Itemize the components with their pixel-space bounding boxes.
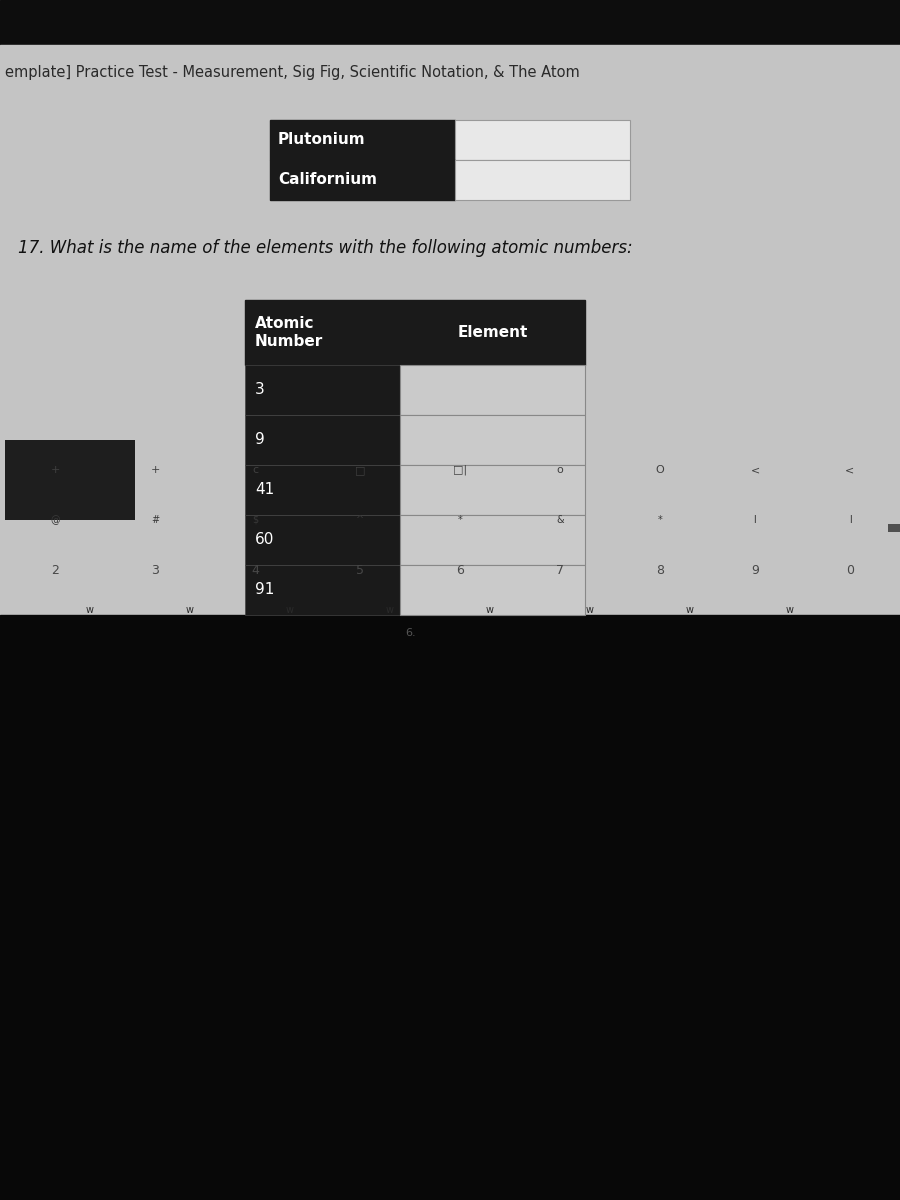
Bar: [245, 365, 400, 415]
Text: Element: Element: [457, 325, 527, 340]
Bar: [400, 515, 585, 565]
Text: $: $: [252, 515, 258, 526]
Text: 17. What is the name of the elements with the following atomic numbers:: 17. What is the name of the elements wit…: [18, 239, 633, 257]
Text: 4: 4: [251, 564, 259, 576]
Text: □|: □|: [453, 464, 467, 475]
Bar: [270, 160, 455, 200]
Bar: [0, 614, 900, 1200]
Text: 8: 8: [656, 564, 664, 576]
Text: l: l: [849, 515, 851, 526]
Text: emplate] Practice Test - Measurement, Sig Fig, Scientific Notation, & The Atom: emplate] Practice Test - Measurement, Si…: [5, 65, 580, 79]
Text: w: w: [486, 605, 494, 614]
Bar: [400, 415, 585, 464]
Bar: [0, 0, 900, 44]
Text: *: *: [658, 515, 662, 526]
Text: 6: 6: [456, 564, 464, 576]
Text: 9: 9: [752, 564, 759, 576]
Text: 6.: 6.: [405, 628, 416, 638]
Text: w: w: [286, 605, 294, 614]
Text: w: w: [186, 605, 194, 614]
Text: ^: ^: [356, 515, 364, 526]
Text: w: w: [686, 605, 694, 614]
Text: o: o: [556, 464, 563, 475]
Text: 2: 2: [51, 564, 59, 576]
Text: #: #: [151, 515, 159, 526]
Bar: [400, 565, 585, 614]
Bar: [455, 160, 630, 200]
Text: &: &: [556, 515, 563, 526]
Bar: [245, 415, 400, 464]
Text: 3: 3: [255, 383, 265, 397]
Bar: [245, 464, 400, 515]
Text: 41: 41: [255, 482, 274, 498]
Text: w: w: [586, 605, 594, 614]
Text: 9: 9: [255, 432, 265, 448]
Text: w: w: [86, 605, 94, 614]
Bar: [270, 120, 455, 160]
Text: @: @: [50, 515, 59, 526]
Text: c: c: [252, 464, 258, 475]
Text: O: O: [655, 464, 664, 475]
Bar: [888, 524, 900, 532]
Bar: [400, 365, 585, 415]
Text: l: l: [753, 515, 756, 526]
Text: w: w: [386, 605, 394, 614]
Text: <: <: [845, 464, 855, 475]
Bar: [245, 565, 400, 614]
Text: Californium: Californium: [278, 173, 377, 187]
Text: +: +: [50, 464, 59, 475]
Bar: [245, 300, 585, 365]
Bar: [5, 440, 135, 520]
Text: 60: 60: [255, 533, 274, 547]
Bar: [245, 515, 400, 565]
Text: <: <: [751, 464, 760, 475]
Bar: [455, 120, 630, 160]
Text: □: □: [355, 464, 365, 475]
Text: +: +: [150, 464, 159, 475]
Text: Atomic
Number: Atomic Number: [255, 316, 323, 349]
Text: w: w: [786, 605, 794, 614]
Text: 91: 91: [255, 582, 274, 598]
Text: Plutonium: Plutonium: [278, 132, 365, 148]
Text: 0: 0: [846, 564, 854, 576]
Bar: [0, 44, 900, 614]
Text: 3: 3: [151, 564, 159, 576]
Bar: [400, 464, 585, 515]
Text: *: *: [457, 515, 463, 526]
Text: 5: 5: [356, 564, 364, 576]
Text: 7: 7: [556, 564, 564, 576]
